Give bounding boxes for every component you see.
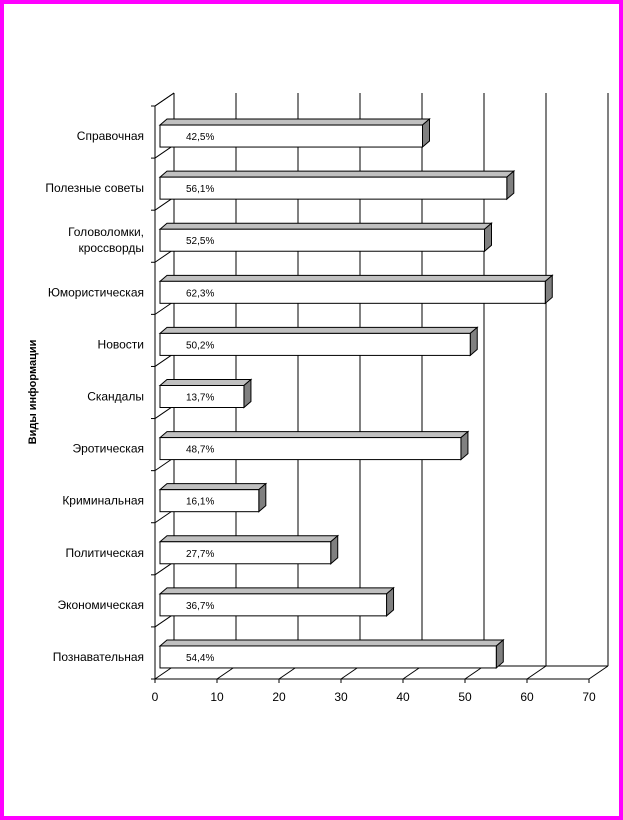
bar xyxy=(159,593,388,617)
category-label: кроссворды xyxy=(78,241,144,255)
category-label: Полезные советы xyxy=(45,181,144,195)
bar xyxy=(159,645,497,669)
x-tick-label: 20 xyxy=(272,690,286,704)
y-axis-label: Виды информации xyxy=(27,340,39,445)
x-tick-label: 10 xyxy=(210,690,224,704)
data-label: 42,5% xyxy=(186,132,214,143)
x-tick-label: 30 xyxy=(334,690,348,704)
floor-gridline xyxy=(588,665,609,680)
bars xyxy=(158,117,554,670)
bar xyxy=(159,541,332,565)
bar-top xyxy=(158,639,505,647)
bar-top xyxy=(158,326,479,334)
category-label: Скандалы xyxy=(87,390,144,404)
category-label: Политическая xyxy=(65,546,144,560)
x-tick-label: 0 xyxy=(152,690,159,704)
bar-top xyxy=(158,118,431,126)
category-label: Юмористическая xyxy=(48,285,144,299)
bar xyxy=(159,124,423,148)
category-label: Эротическая xyxy=(72,442,144,456)
bar-top xyxy=(158,587,395,595)
x-tick-label: 70 xyxy=(582,690,596,704)
bar xyxy=(159,176,508,200)
x-tick-label: 40 xyxy=(396,690,410,704)
category-label: Справочная xyxy=(77,129,144,143)
bar xyxy=(159,280,546,304)
data-label: 13,7% xyxy=(186,393,214,404)
bar-top xyxy=(158,274,554,282)
category-label: Экономическая xyxy=(57,598,144,612)
bar-top xyxy=(158,222,493,230)
category-label: Головоломки, xyxy=(68,225,144,239)
data-label: 56,1% xyxy=(186,184,214,195)
x-tick-label: 60 xyxy=(520,690,534,704)
bar-top xyxy=(158,170,516,178)
data-label: 52,5% xyxy=(186,236,214,247)
bar xyxy=(159,437,462,461)
floor-gridline xyxy=(526,665,547,680)
category-label: Криминальная xyxy=(62,494,144,508)
bar xyxy=(159,385,245,408)
y-axis-top xyxy=(154,92,175,107)
data-label: 27,7% xyxy=(186,549,214,560)
bar-top xyxy=(158,535,340,543)
bar-top xyxy=(158,483,268,491)
x-tick-label: 50 xyxy=(458,690,472,704)
category-label: Познавательная xyxy=(53,650,144,664)
bar xyxy=(159,228,485,252)
bar xyxy=(159,332,471,356)
data-label: 62,3% xyxy=(186,288,214,299)
data-label: 50,2% xyxy=(186,340,214,351)
data-label: 48,7% xyxy=(186,445,214,456)
data-label: 36,7% xyxy=(186,601,214,612)
data-label: 16,1% xyxy=(186,497,214,508)
labels: 0 10 20 30 40 50 60 70 42,5% Справочная 56,1% Полез… xyxy=(45,129,596,704)
category-label: Новости xyxy=(98,337,144,351)
bar xyxy=(159,489,260,513)
bar-top xyxy=(158,431,470,439)
data-label: 54,4% xyxy=(186,653,214,664)
bar-top xyxy=(158,379,253,386)
